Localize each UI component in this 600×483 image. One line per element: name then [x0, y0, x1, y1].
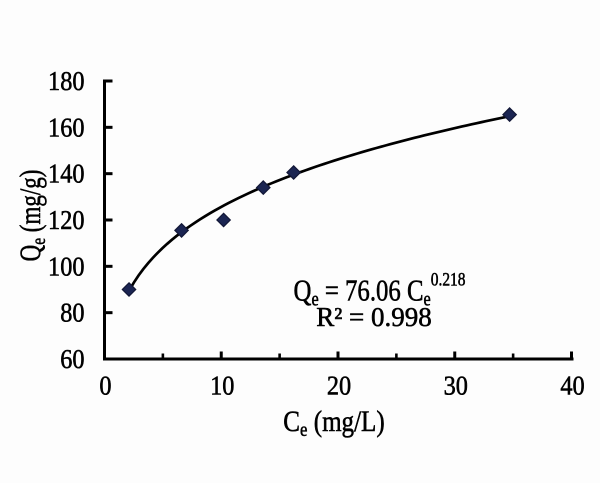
x-axis-title: Ce (mg/L): [283, 404, 384, 440]
fit-curve: [127, 114, 510, 292]
data-points: [121, 107, 518, 298]
fit-equation: Qe = 76.06 Ce0.218: [294, 269, 466, 310]
y-tick-label: 180: [48, 66, 84, 96]
data-point-marker: [216, 212, 232, 228]
tick-marks: [104, 79, 573, 359]
x-tick-label: 20: [327, 370, 351, 400]
data-point-marker: [502, 107, 518, 123]
y-axis-title: Qe (mg/g): [13, 170, 49, 262]
y-tick-label: 80: [60, 297, 84, 327]
y-tick-label: 100: [48, 251, 84, 281]
x-tick-label: 30: [444, 370, 468, 400]
y-tick-label: 140: [48, 158, 84, 188]
y-tick-label: 60: [60, 344, 84, 374]
data-point-marker: [286, 164, 302, 181]
fit-curve-line: [127, 114, 510, 292]
y-tick-label: 160: [48, 112, 84, 142]
data-point-marker: [255, 180, 271, 196]
tick-labels: 60 80 100 120 140 160 180 0 10 20 30 40: [48, 66, 585, 402]
x-tick-label: 40: [560, 370, 584, 400]
data-point-marker: [121, 281, 137, 298]
data-point-marker: [174, 222, 190, 238]
fit-r-squared: R² = 0.998: [316, 302, 432, 332]
x-tick-label: 10: [210, 370, 234, 400]
y-tick-label: 120: [48, 205, 84, 235]
x-tick-label: 0: [99, 370, 111, 400]
